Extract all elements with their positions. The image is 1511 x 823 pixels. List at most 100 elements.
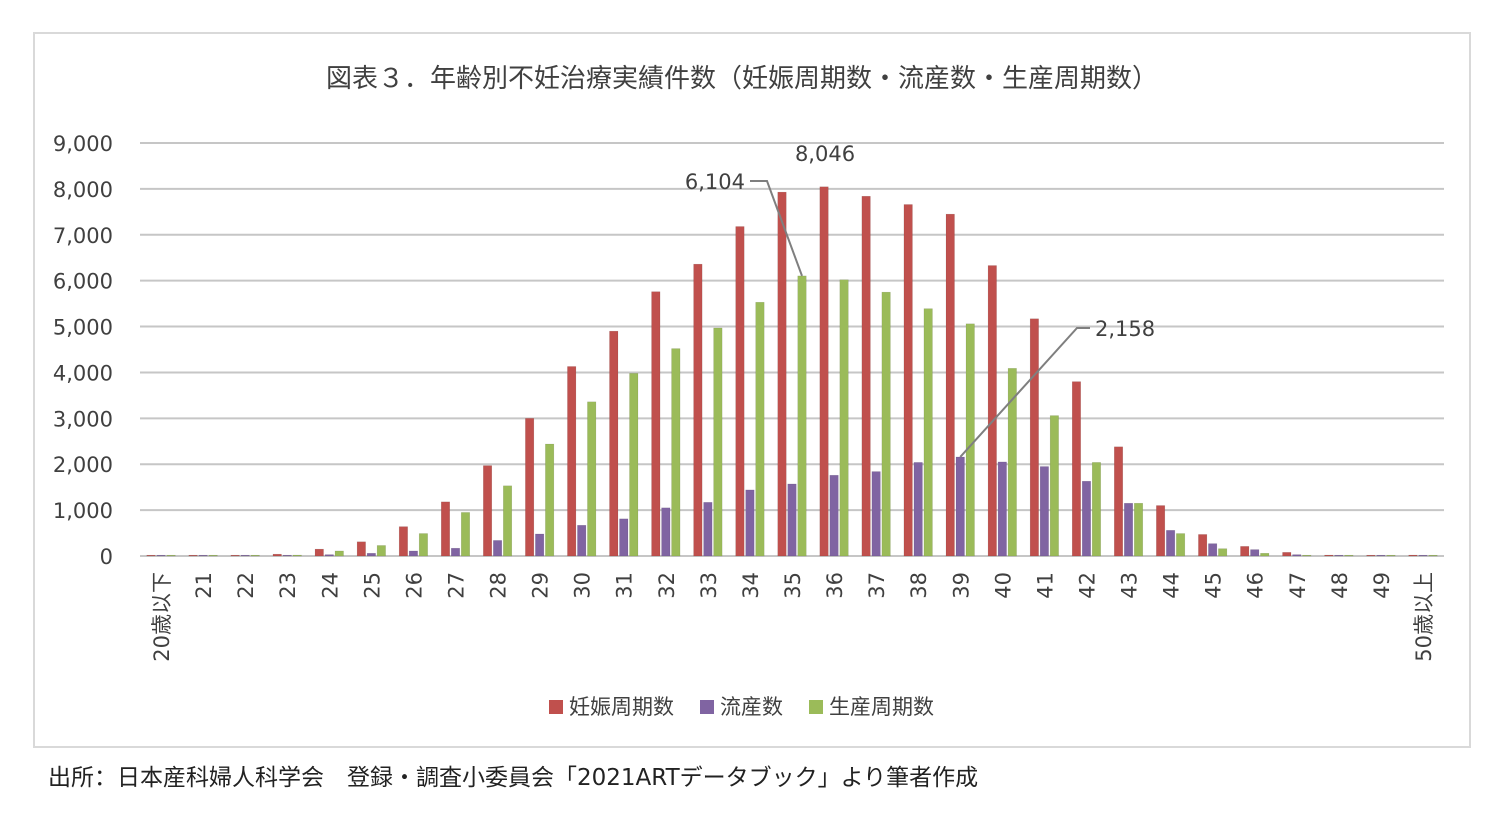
y-tick-label: 1,000 bbox=[53, 499, 113, 523]
bar bbox=[356, 541, 366, 557]
x-tick-label: 44 bbox=[1160, 572, 1184, 599]
bar bbox=[272, 553, 282, 557]
bar bbox=[1334, 554, 1344, 557]
bar bbox=[629, 373, 639, 557]
x-tick-label: 39 bbox=[949, 572, 973, 599]
bar bbox=[1198, 534, 1208, 557]
chart-title: 図表３．年齢別不妊治療実績件数（妊娠周期数・流産数・生産周期数） bbox=[326, 64, 1158, 94]
bar bbox=[839, 279, 849, 557]
bar bbox=[1376, 554, 1386, 557]
bar bbox=[923, 308, 933, 557]
bar bbox=[1007, 368, 1017, 557]
bar bbox=[493, 540, 503, 557]
source-note: 出所：日本産科婦人科学会 登録・調査小委員会「2021ARTデータブック」より筆… bbox=[48, 765, 979, 791]
bar bbox=[450, 547, 460, 557]
x-tick-label: 24 bbox=[318, 572, 342, 599]
annotation-leader bbox=[959, 327, 1090, 458]
x-tick-label: 38 bbox=[907, 572, 931, 599]
bar bbox=[619, 518, 629, 557]
bar bbox=[1114, 446, 1124, 557]
legend-label: 生産周期数 bbox=[829, 695, 934, 719]
x-tick-label: 23 bbox=[276, 572, 300, 599]
data-label: 6,104 bbox=[685, 170, 745, 194]
bar bbox=[398, 526, 408, 557]
chart-frame bbox=[33, 32, 1471, 748]
bar bbox=[735, 226, 745, 557]
bar bbox=[146, 554, 156, 557]
bar bbox=[955, 456, 965, 557]
legend-label: 妊娠周期数 bbox=[569, 695, 674, 719]
bar bbox=[903, 204, 913, 557]
legend-swatch bbox=[809, 700, 823, 714]
bar bbox=[334, 550, 344, 557]
x-tick-label: 22 bbox=[234, 572, 258, 599]
bar bbox=[314, 548, 324, 557]
bar bbox=[945, 213, 955, 557]
bar bbox=[1344, 554, 1354, 557]
bar bbox=[871, 471, 881, 557]
bar bbox=[1091, 462, 1101, 557]
bar bbox=[965, 323, 975, 557]
bar bbox=[545, 443, 555, 557]
legend: 妊娠周期数 流産数 生産周期数 bbox=[549, 695, 934, 719]
bar bbox=[1292, 554, 1302, 557]
x-tick-label: 49 bbox=[1370, 572, 1394, 599]
y-tick-label: 6,000 bbox=[53, 270, 113, 294]
bar bbox=[1240, 546, 1250, 557]
bar bbox=[366, 552, 376, 557]
bar bbox=[609, 330, 619, 557]
y-tick-label: 0 bbox=[100, 545, 113, 569]
x-tick-label: 33 bbox=[697, 572, 721, 599]
bar bbox=[1418, 554, 1428, 557]
bar bbox=[292, 554, 302, 557]
legend-swatch bbox=[549, 700, 563, 714]
bar bbox=[661, 507, 671, 557]
x-tick-label: 26 bbox=[402, 572, 426, 599]
bar bbox=[1039, 466, 1049, 557]
bar bbox=[324, 554, 334, 557]
x-tick-label: 32 bbox=[655, 572, 679, 599]
annotations: 8,046 6,104 2,158 bbox=[685, 142, 1155, 458]
x-tick-label: 28 bbox=[487, 572, 511, 599]
bar bbox=[829, 474, 839, 557]
bar bbox=[577, 525, 587, 557]
bars bbox=[146, 186, 1438, 557]
bar bbox=[987, 265, 997, 557]
bar bbox=[1366, 554, 1376, 557]
bar bbox=[535, 533, 545, 557]
x-tick-label: 47 bbox=[1286, 572, 1310, 599]
bar bbox=[166, 554, 176, 557]
bar bbox=[503, 485, 513, 557]
legend-swatch bbox=[700, 700, 714, 714]
bar bbox=[1386, 554, 1396, 557]
y-tick-label: 2,000 bbox=[53, 453, 113, 477]
x-tick-label: 48 bbox=[1328, 572, 1352, 599]
bar bbox=[1408, 554, 1418, 557]
x-tick-label: 50歳以上 bbox=[1412, 572, 1436, 662]
bar bbox=[198, 554, 208, 557]
bar bbox=[1282, 552, 1292, 557]
bar bbox=[777, 191, 787, 557]
x-tick-label: 31 bbox=[613, 572, 637, 599]
x-tick-label: 42 bbox=[1075, 572, 1099, 599]
bar bbox=[913, 462, 923, 557]
data-label: 2,158 bbox=[1095, 317, 1155, 341]
x-tick-label: 21 bbox=[192, 572, 216, 599]
x-tick-label: 29 bbox=[529, 572, 553, 599]
x-tick-label: 40 bbox=[991, 572, 1015, 599]
bar bbox=[418, 533, 428, 557]
x-tick-label: 27 bbox=[444, 572, 468, 599]
bar bbox=[1208, 543, 1218, 557]
x-tick-label: 30 bbox=[571, 572, 595, 599]
bar bbox=[460, 512, 470, 557]
bar bbox=[1260, 552, 1270, 557]
bar bbox=[997, 461, 1007, 557]
bar bbox=[819, 186, 829, 557]
y-tick-label: 8,000 bbox=[53, 178, 113, 202]
bar bbox=[156, 554, 166, 557]
x-tick-label: 36 bbox=[823, 572, 847, 599]
bar bbox=[376, 545, 386, 557]
bar bbox=[797, 275, 807, 557]
bar bbox=[881, 291, 891, 557]
bar bbox=[408, 550, 418, 557]
